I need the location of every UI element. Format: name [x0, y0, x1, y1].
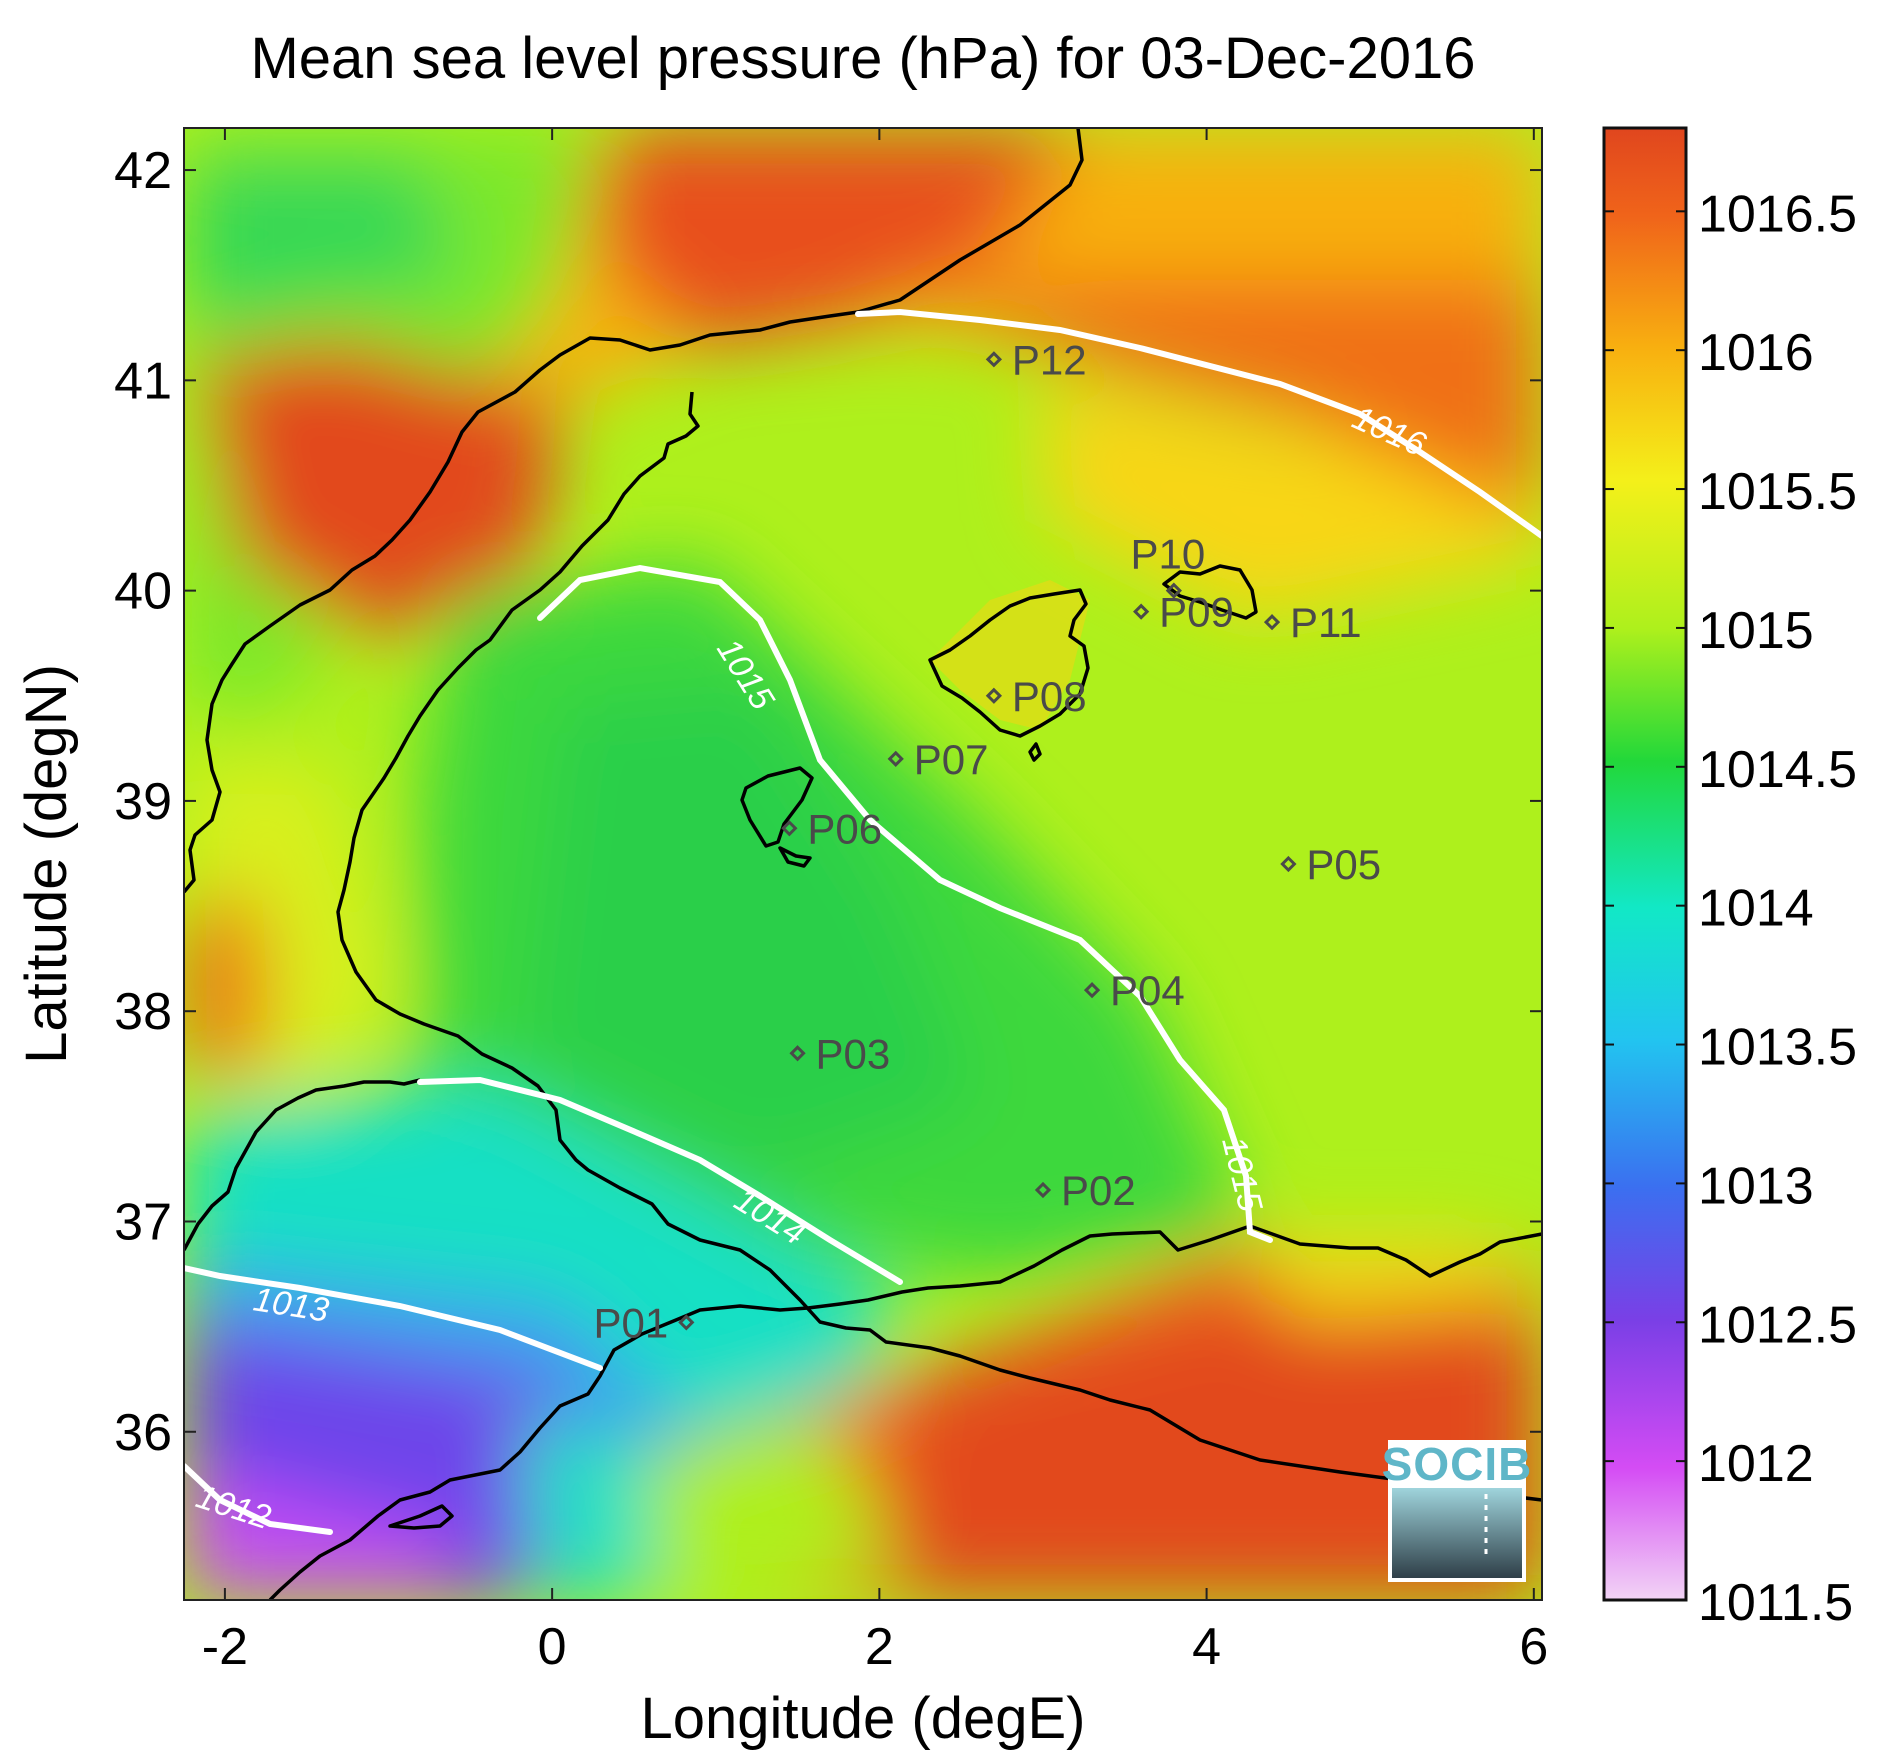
station-marker	[1133, 603, 1150, 620]
socib-logo: SOCIB	[1382, 1438, 1533, 1582]
colorbar-tick-label: 1013	[1698, 1157, 1814, 1215]
y-tick-label: 40	[114, 563, 172, 621]
colorbar-tick-label: 1015	[1698, 602, 1814, 660]
y-axis-ticks: 36 37 38 39 40 41 42	[114, 142, 1542, 1462]
y-axis-label: Latitude (degN)	[14, 664, 79, 1064]
station-label: P07	[914, 736, 989, 783]
station-marker	[985, 351, 1003, 368]
station-label: P09	[1159, 589, 1234, 636]
y-tick-label: 37	[114, 1193, 172, 1251]
station-label: P02	[1061, 1167, 1136, 1214]
station-label: P12	[1012, 336, 1087, 383]
colorbar-tick-label: 1015.5	[1698, 463, 1857, 521]
x-tick-label: 0	[538, 1618, 567, 1676]
colorbar-gradient	[1602, 126, 1688, 1602]
station-label: P06	[807, 805, 882, 852]
colorbar: 1011.5 1012 1012.5 1013 1013.5 1014 1014.5 1015…	[1602, 126, 1857, 1632]
x-tick-label: 2	[865, 1618, 894, 1676]
station-marker	[789, 1045, 806, 1062]
colorbar-tick-label: 1014	[1698, 880, 1814, 938]
x-tick-label: -2	[202, 1618, 248, 1676]
station-marker	[678, 1314, 695, 1331]
station-label: P03	[816, 1030, 891, 1077]
station-marker	[1263, 614, 1281, 631]
y-tick-label: 42	[114, 142, 172, 200]
points-layer: P01 P02 P03 P04 P05 P06 P07 P08 P09 P10 P11 P12	[594, 336, 1382, 1346]
station-label: P04	[1110, 967, 1185, 1014]
chart-title: Mean sea level pressure (hPa) for 03-Dec…	[250, 26, 1475, 91]
isobars	[184, 308, 1542, 1535]
station-marker	[781, 820, 798, 837]
y-tick-label: 38	[114, 983, 172, 1041]
colorbar-tick-label: 1012.5	[1698, 1296, 1857, 1354]
station-label: P05	[1306, 841, 1381, 888]
colorbar-tick-label: 1016	[1698, 324, 1814, 382]
y-tick-label: 41	[114, 352, 172, 410]
colorbar-tick-label: 1011.5	[1698, 1574, 1853, 1632]
station-label: P11	[1290, 599, 1362, 646]
x-axis-label: Longitude (degE)	[641, 1686, 1086, 1751]
x-axis-ticks: -2 0 2 4 6	[202, 128, 1548, 1676]
station-label: P01	[594, 1299, 669, 1346]
station-label: P10	[1131, 531, 1206, 578]
station-marker	[1165, 582, 1182, 599]
colorbar-tick-label: 1016.5	[1698, 185, 1857, 243]
map-panel: 1012 1013 1014 1015 1015 1016 SOCIB P01P…	[184, 128, 1542, 1600]
colorbar-tick-label: 1013.5	[1698, 1019, 1857, 1077]
coastline	[184, 128, 1542, 1600]
station-marker	[1083, 982, 1101, 999]
colorbar-tick-label: 1014.5	[1698, 741, 1857, 799]
station-marker	[1034, 1181, 1052, 1199]
station-marker	[887, 750, 904, 767]
colorbar-tick-label: 1012	[1698, 1435, 1814, 1493]
socib-logo-text: SOCIB	[1382, 1438, 1533, 1490]
station-marker	[1280, 855, 1297, 873]
y-tick-label: 36	[114, 1404, 172, 1462]
x-tick-label: 4	[1192, 1618, 1221, 1676]
y-tick-label: 39	[114, 773, 172, 831]
station-marker	[985, 687, 1003, 704]
colorbar-ticks: 1011.5 1012 1012.5 1013 1013.5 1014 1014.5 1015…	[1604, 185, 1857, 1632]
station-label: P08	[1012, 673, 1087, 720]
map-frame	[183, 127, 1543, 1601]
x-tick-label: 6	[1519, 1618, 1548, 1676]
